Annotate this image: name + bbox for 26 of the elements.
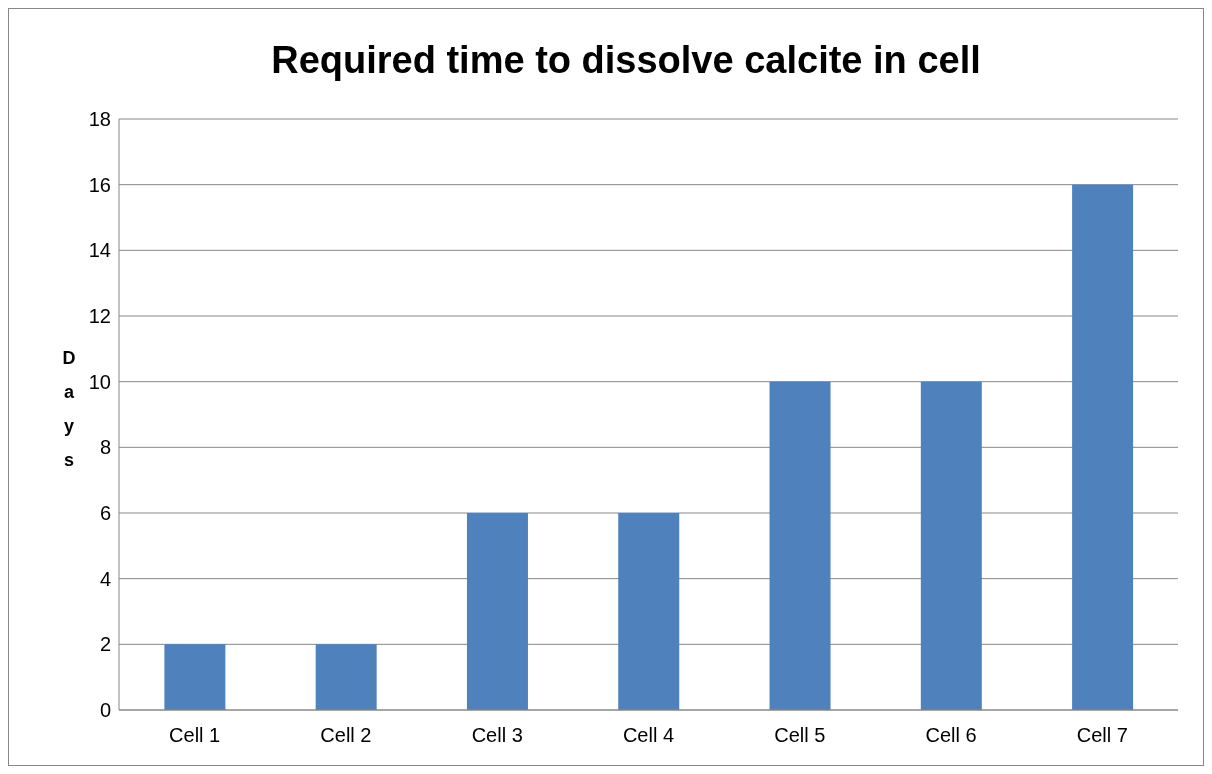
bar (618, 513, 680, 710)
y-tick-label: 4 (99, 567, 111, 590)
bar (769, 381, 831, 710)
x-tick-label: Cell 5 (774, 724, 826, 747)
y-tick-label: 6 (99, 502, 111, 525)
bar (164, 644, 226, 710)
y-axis-title: Days (62, 347, 76, 470)
x-tick-label: Cell 3 (471, 724, 523, 747)
x-tick-label: Cell 4 (622, 724, 675, 747)
x-tick-label: Cell 6 (925, 724, 977, 747)
y-tick-label: 12 (88, 305, 111, 328)
y-tick-label: 18 (88, 108, 111, 131)
bar (315, 644, 377, 710)
x-tick-label: Cell 7 (1076, 724, 1128, 747)
bar (466, 513, 528, 710)
y-tick-label: 10 (88, 370, 111, 393)
y-tick-label: 14 (88, 239, 111, 262)
chart-title: Required time to dissolve calcite in cell (270, 38, 982, 83)
x-tick-label: Cell 1 (169, 724, 221, 747)
bar (1072, 184, 1134, 710)
y-tick-label: 8 (99, 436, 111, 459)
y-tick-label: 16 (88, 173, 111, 196)
x-tick-label: Cell 2 (320, 724, 372, 747)
y-tick-label: 0 (99, 699, 111, 722)
bar (920, 381, 982, 710)
y-tick-label: 2 (99, 633, 111, 656)
